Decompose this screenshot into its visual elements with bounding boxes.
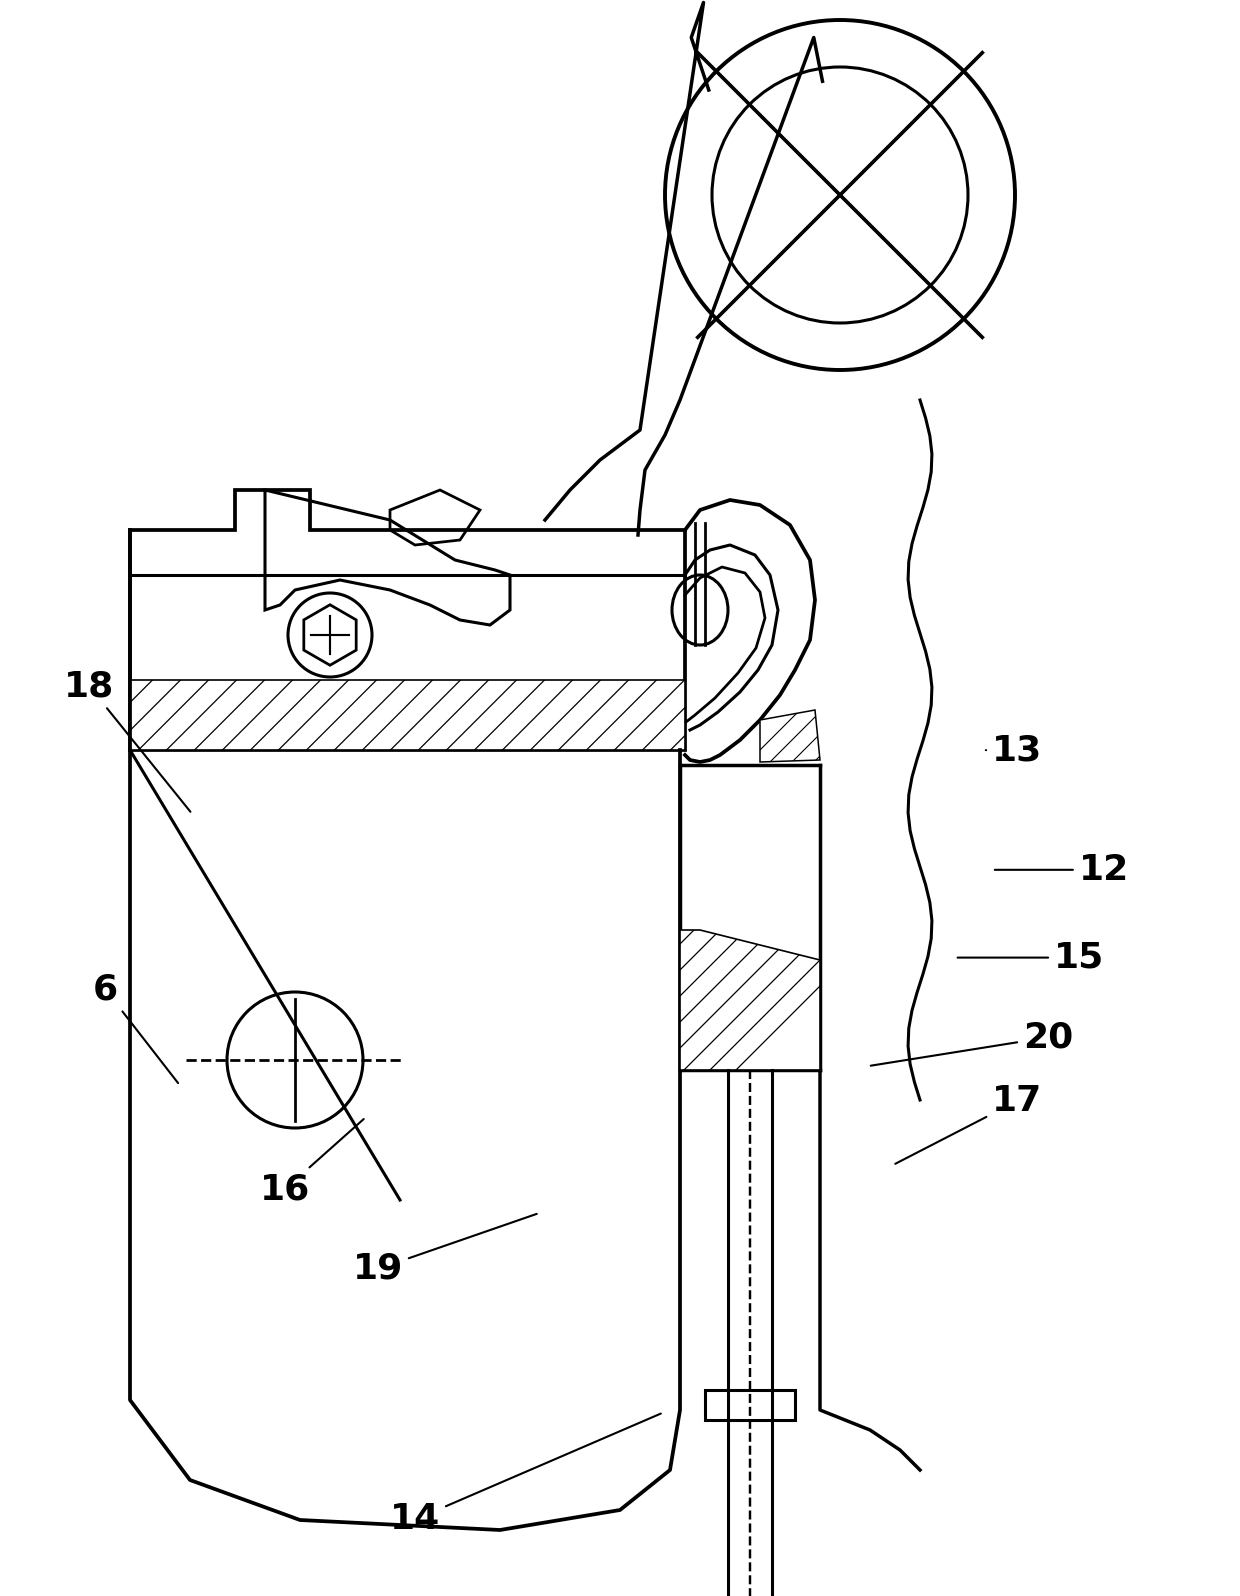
Text: 15: 15 — [957, 940, 1104, 975]
Text: 6: 6 — [93, 972, 179, 1084]
Polygon shape — [130, 680, 684, 750]
Polygon shape — [760, 710, 820, 761]
Text: 13: 13 — [986, 733, 1042, 768]
Text: 20: 20 — [870, 1020, 1073, 1066]
Text: 12: 12 — [994, 852, 1128, 887]
Text: 18: 18 — [64, 669, 191, 812]
Text: 14: 14 — [391, 1414, 661, 1537]
Text: 16: 16 — [260, 1119, 363, 1207]
Polygon shape — [680, 930, 820, 1069]
Text: 19: 19 — [353, 1215, 537, 1286]
Bar — [706, 1390, 795, 1420]
Text: 17: 17 — [895, 1084, 1042, 1163]
